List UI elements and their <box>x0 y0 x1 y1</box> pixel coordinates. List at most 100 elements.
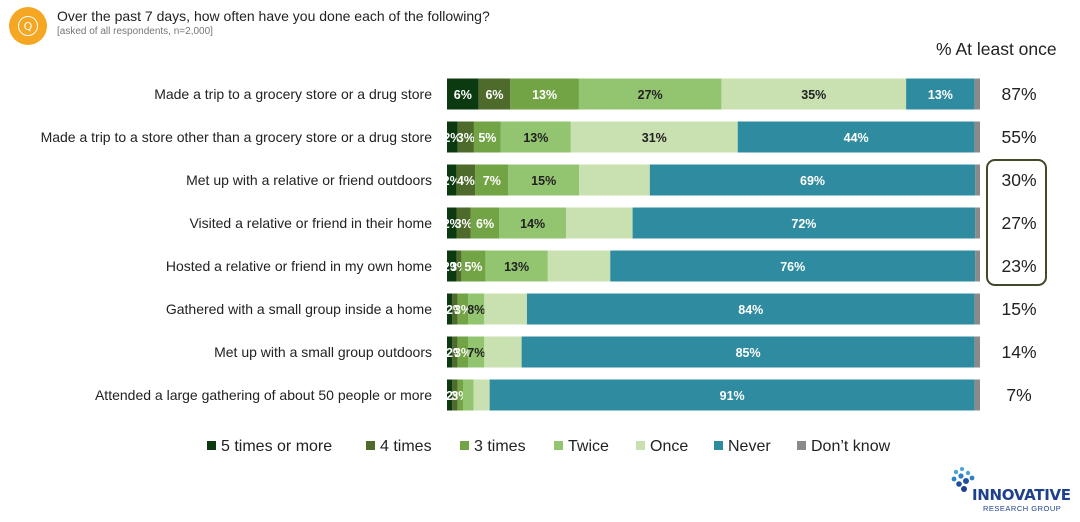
bar-segment <box>468 293 485 325</box>
category-label: Hosted a relative or friend in my own ho… <box>166 258 432 274</box>
at-least-once-value: 55% <box>1001 127 1036 147</box>
bar-segment <box>456 250 462 282</box>
bar-segment <box>565 207 633 239</box>
at-least-once-header: % At least once <box>936 39 1057 59</box>
bar-segment <box>499 207 566 239</box>
legend-label: Never <box>728 438 771 455</box>
data-label: 85% <box>736 346 761 360</box>
at-least-once-value: 7% <box>1006 385 1031 405</box>
bar-segment <box>462 379 474 411</box>
data-label: 91% <box>720 389 745 403</box>
data-label: 69% <box>800 174 825 188</box>
legend-label: 5 times or more <box>221 438 332 455</box>
bar-segment <box>500 121 571 153</box>
bar-segment <box>526 293 975 325</box>
logo-name: INNOVATIVE <box>972 486 1071 504</box>
legend-swatch <box>366 441 375 450</box>
bar-segment <box>447 121 458 153</box>
at-least-once-value: 23% <box>1001 256 1036 276</box>
legend-swatch <box>460 441 469 450</box>
bar-segment <box>478 78 511 110</box>
bar-segment <box>473 379 490 411</box>
bar-segment <box>457 379 463 411</box>
data-label: 6% <box>454 88 472 102</box>
bar-segment <box>521 336 975 368</box>
data-label: 27% <box>638 88 663 102</box>
bar-segment <box>975 164 980 196</box>
bar-segment <box>447 164 457 196</box>
data-label: 35% <box>801 88 826 102</box>
legend-label: Don’t know <box>811 438 891 455</box>
data-label: 5% <box>464 260 482 274</box>
bar-segment <box>456 164 476 196</box>
data-label: 7% <box>483 174 501 188</box>
legend-swatch <box>636 441 645 450</box>
category-label: Attended a large gathering of about 50 p… <box>95 387 432 403</box>
at-least-once-value: 14% <box>1001 342 1036 362</box>
bar-segment <box>632 207 976 239</box>
data-label: 6% <box>485 88 503 102</box>
category-label: Visited a relative or friend in their ho… <box>189 215 432 231</box>
data-label: 3% <box>454 346 472 360</box>
data-label: 84% <box>738 303 763 317</box>
data-label: 4% <box>457 174 475 188</box>
bar-segment <box>906 78 975 110</box>
category-label: Made a trip to a grocery store or a drug… <box>154 86 432 102</box>
bar-segment <box>452 293 458 325</box>
question-badge-letter: Q <box>18 16 38 36</box>
legend-label: 3 times <box>474 438 526 455</box>
bar-segment <box>489 379 975 411</box>
bar-segment <box>447 379 453 411</box>
bar-segment <box>579 164 650 196</box>
bar-segment <box>447 293 453 325</box>
data-label: 7% <box>467 346 485 360</box>
bar-segment <box>484 336 522 368</box>
data-label: 2% <box>443 174 461 188</box>
bar-segment <box>457 293 469 325</box>
data-label: 3% <box>454 303 472 317</box>
category-label: Gathered with a small group inside a hom… <box>166 301 432 317</box>
bar-segment <box>447 207 457 239</box>
data-label: 44% <box>844 131 869 145</box>
data-label: 2% <box>443 131 461 145</box>
bar-segment <box>461 250 486 282</box>
legend-swatch <box>207 441 216 450</box>
question-badge-icon: Q <box>9 7 47 45</box>
bar-segment <box>610 250 976 282</box>
bar-segment <box>475 164 509 196</box>
category-label: Met up with a small group outdoors <box>214 344 432 360</box>
bar-segment <box>447 250 457 282</box>
at-least-once-value: 27% <box>1001 213 1036 233</box>
category-label: Made a trip to a store other than a groc… <box>41 129 433 145</box>
data-label: 13% <box>532 88 557 102</box>
at-least-once-value: 87% <box>1001 84 1036 104</box>
data-label: 13% <box>523 131 548 145</box>
data-label: 5% <box>478 131 496 145</box>
bar-segment <box>470 207 500 239</box>
bar-segment <box>974 379 980 411</box>
bar-segment <box>974 336 980 368</box>
chart-title: Over the past 7 days, how often have you… <box>57 8 490 24</box>
bar-segment <box>578 78 722 110</box>
data-label: 3% <box>455 217 473 231</box>
category-label: Met up with a relative or friend outdoor… <box>186 172 432 188</box>
data-label: 31% <box>642 131 667 145</box>
bar-segment <box>975 207 980 239</box>
bar-segment <box>721 78 907 110</box>
at-least-once-value: 30% <box>1001 170 1036 190</box>
bar-segment <box>456 207 471 239</box>
bar-segment <box>737 121 975 153</box>
bar-segment <box>457 121 474 153</box>
bar-segment <box>649 164 976 196</box>
data-label: 15% <box>531 174 556 188</box>
bar-segment <box>570 121 738 153</box>
bar-segment <box>452 336 458 368</box>
bar-segment <box>447 78 479 110</box>
legend-label: Twice <box>568 438 609 455</box>
bar-segment <box>447 336 453 368</box>
legend-swatch <box>797 441 806 450</box>
data-label: 72% <box>791 217 816 231</box>
legend-label: Once <box>650 438 688 455</box>
data-label: 13% <box>504 260 529 274</box>
